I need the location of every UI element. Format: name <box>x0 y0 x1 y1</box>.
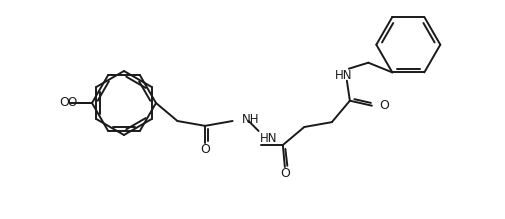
Text: O: O <box>68 97 77 110</box>
Text: HN: HN <box>334 69 351 82</box>
Text: O: O <box>199 143 210 156</box>
Text: NH: NH <box>241 113 259 127</box>
Text: HN: HN <box>259 132 277 145</box>
Text: O: O <box>378 99 388 112</box>
Text: O: O <box>279 168 289 180</box>
Text: O: O <box>59 97 69 110</box>
